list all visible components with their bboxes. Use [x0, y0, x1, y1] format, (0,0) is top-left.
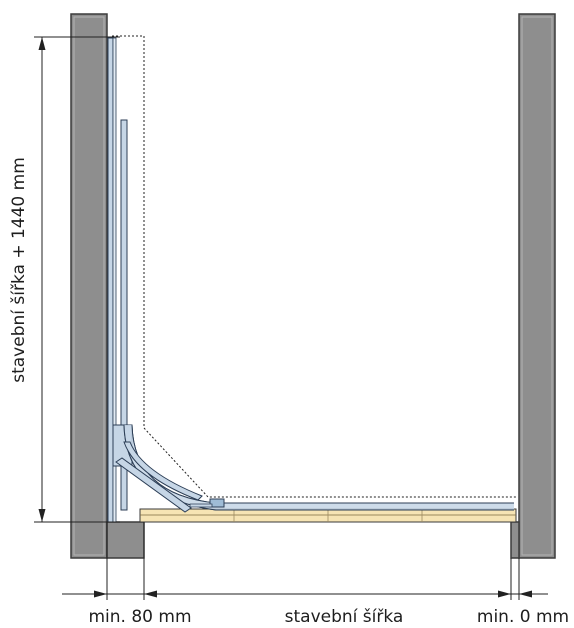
door-handle [189, 498, 225, 508]
height-dimension-label: stavební šířka + 1440 mm [9, 157, 29, 383]
left-wall [70, 13, 108, 559]
height-dimension [34, 36, 120, 523]
right-floor-block [510, 521, 520, 559]
shower-tray [139, 508, 517, 523]
right-wall [518, 13, 556, 559]
panel-rail [120, 119, 128, 511]
door-leaf [115, 441, 203, 513]
right-min-label: min. 0 mm [477, 607, 569, 627]
width-dimension-label: stavební šířka [285, 607, 404, 627]
left-floor-block [106, 521, 145, 559]
bottom-dimensions [62, 522, 548, 600]
left-min-label: min. 80 mm [88, 607, 191, 627]
closed-position-outline [112, 35, 516, 498]
